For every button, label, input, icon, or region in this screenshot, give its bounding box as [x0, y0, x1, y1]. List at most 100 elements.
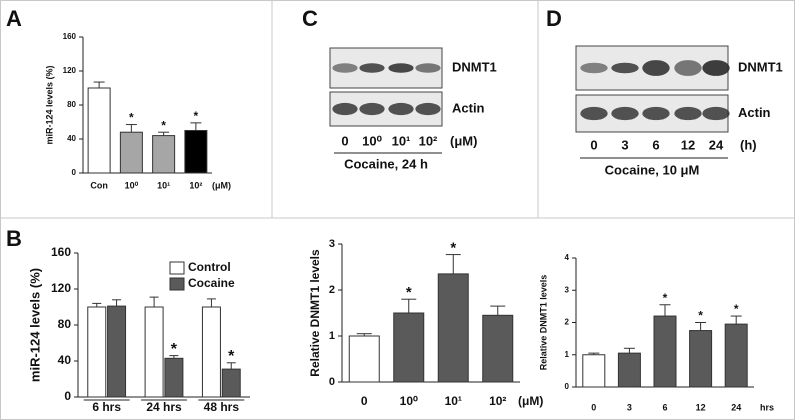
y-tick-label: 3 [565, 285, 570, 294]
significance: * [161, 118, 166, 132]
blot-band [611, 106, 639, 121]
significance: * [129, 111, 134, 125]
legend-swatch [169, 261, 185, 275]
x-tick-label: 0 [591, 402, 596, 412]
y-tick-label: 0 [565, 382, 570, 391]
y-tick-label: 120 [63, 66, 77, 75]
panel-label: C [302, 6, 318, 31]
treatment-label: Cocaine, 24 h [344, 156, 428, 171]
blot-band [359, 102, 385, 116]
lane-label: 24 [709, 137, 724, 152]
y-tick-label: 1 [329, 330, 335, 342]
blot-band [674, 106, 702, 121]
x-tick-label: 10² [489, 394, 506, 408]
band-label: DNMT1 [452, 59, 497, 74]
panel-label: D [546, 6, 562, 31]
significance: * [406, 284, 412, 301]
x-tick-label: Con [90, 180, 108, 190]
bar [107, 305, 127, 398]
x-tick-label: 24 hrs [146, 400, 182, 414]
legend-label: Cocaine [188, 276, 235, 290]
panel-label: B [6, 226, 22, 251]
bar [164, 357, 184, 398]
bar [653, 315, 677, 388]
bar [201, 306, 221, 398]
blot-band [702, 60, 730, 76]
x-unit: (μM) [518, 394, 543, 408]
lane-label: 3 [621, 137, 628, 152]
lane-label: 10⁰ [362, 133, 382, 148]
significance: * [194, 109, 199, 123]
bar [689, 330, 713, 388]
lane-label: 12 [681, 137, 695, 152]
blot-band [415, 63, 441, 73]
y-axis-label: miR-124 levels (%) [44, 65, 54, 144]
y-tick-label: 0 [329, 376, 335, 388]
bar [184, 130, 208, 174]
blot-band [642, 60, 670, 76]
x-tick-label: 10⁰ [400, 394, 418, 408]
blot-band [642, 106, 670, 121]
blot-band [580, 106, 608, 121]
bar [221, 368, 241, 398]
blot-band [332, 102, 358, 116]
significance: * [450, 240, 456, 257]
y-tick-label: 0 [72, 168, 77, 177]
significance: * [663, 291, 668, 305]
x-tick-label: 6 [662, 402, 667, 412]
blot-band [388, 63, 414, 73]
lane-label: 6 [652, 137, 659, 152]
band-label: DNMT1 [738, 59, 783, 74]
treatment-label: Cocaine, 10 μM [605, 162, 700, 177]
x-unit: (μM) [212, 180, 231, 190]
legend-swatch [169, 277, 185, 291]
bar [582, 354, 606, 388]
y-tick-label: 160 [51, 245, 71, 259]
bar [152, 135, 176, 174]
bar [617, 352, 641, 388]
bar [144, 306, 164, 398]
bar [87, 87, 111, 174]
y-tick-label: 120 [51, 281, 71, 295]
blot-band [388, 102, 414, 116]
y-axis-label: Relative DNMT1 levels [538, 275, 548, 371]
x-tick-label: 12 [696, 402, 706, 412]
bar [87, 306, 107, 398]
x-tick-label: 48 hrs [204, 400, 240, 414]
y-tick-label: 2 [329, 284, 335, 296]
y-tick-label: 80 [67, 100, 76, 109]
bar [119, 131, 143, 174]
panel-label: A [6, 6, 22, 31]
bar [724, 323, 748, 388]
blot-band [580, 62, 608, 74]
y-tick-label: 40 [58, 353, 72, 367]
y-tick-label: 80 [58, 317, 72, 331]
y-tick-label: 0 [64, 389, 71, 403]
bar [348, 335, 380, 383]
bar [437, 273, 469, 383]
lane-label: 10¹ [392, 133, 411, 148]
lane-unit: (μM) [450, 133, 477, 148]
y-tick-label: 1 [565, 350, 570, 359]
x-tick-label: 3 [627, 402, 632, 412]
y-tick-label: 40 [67, 134, 76, 143]
y-tick-label: 160 [63, 32, 77, 41]
blot-band [415, 102, 441, 116]
lane-label: 0 [590, 137, 597, 152]
x-tick-label: 10⁰ [125, 180, 139, 190]
significance: * [734, 302, 739, 316]
x-unit: hrs [760, 402, 774, 412]
legend-label: Control [188, 260, 231, 274]
significance: * [228, 348, 235, 365]
bar [393, 312, 425, 383]
bar [482, 314, 514, 383]
y-axis-label: miR-124 levels (%) [27, 268, 42, 382]
x-tick-label: 10¹ [157, 180, 170, 190]
significance: * [698, 309, 703, 323]
y-axis-label: Relative DNMT1 levels [308, 249, 322, 377]
y-tick-label: 2 [565, 318, 570, 327]
lane-label: 10² [419, 133, 438, 148]
blot-band [702, 106, 730, 121]
y-tick-label: 3 [329, 238, 335, 250]
